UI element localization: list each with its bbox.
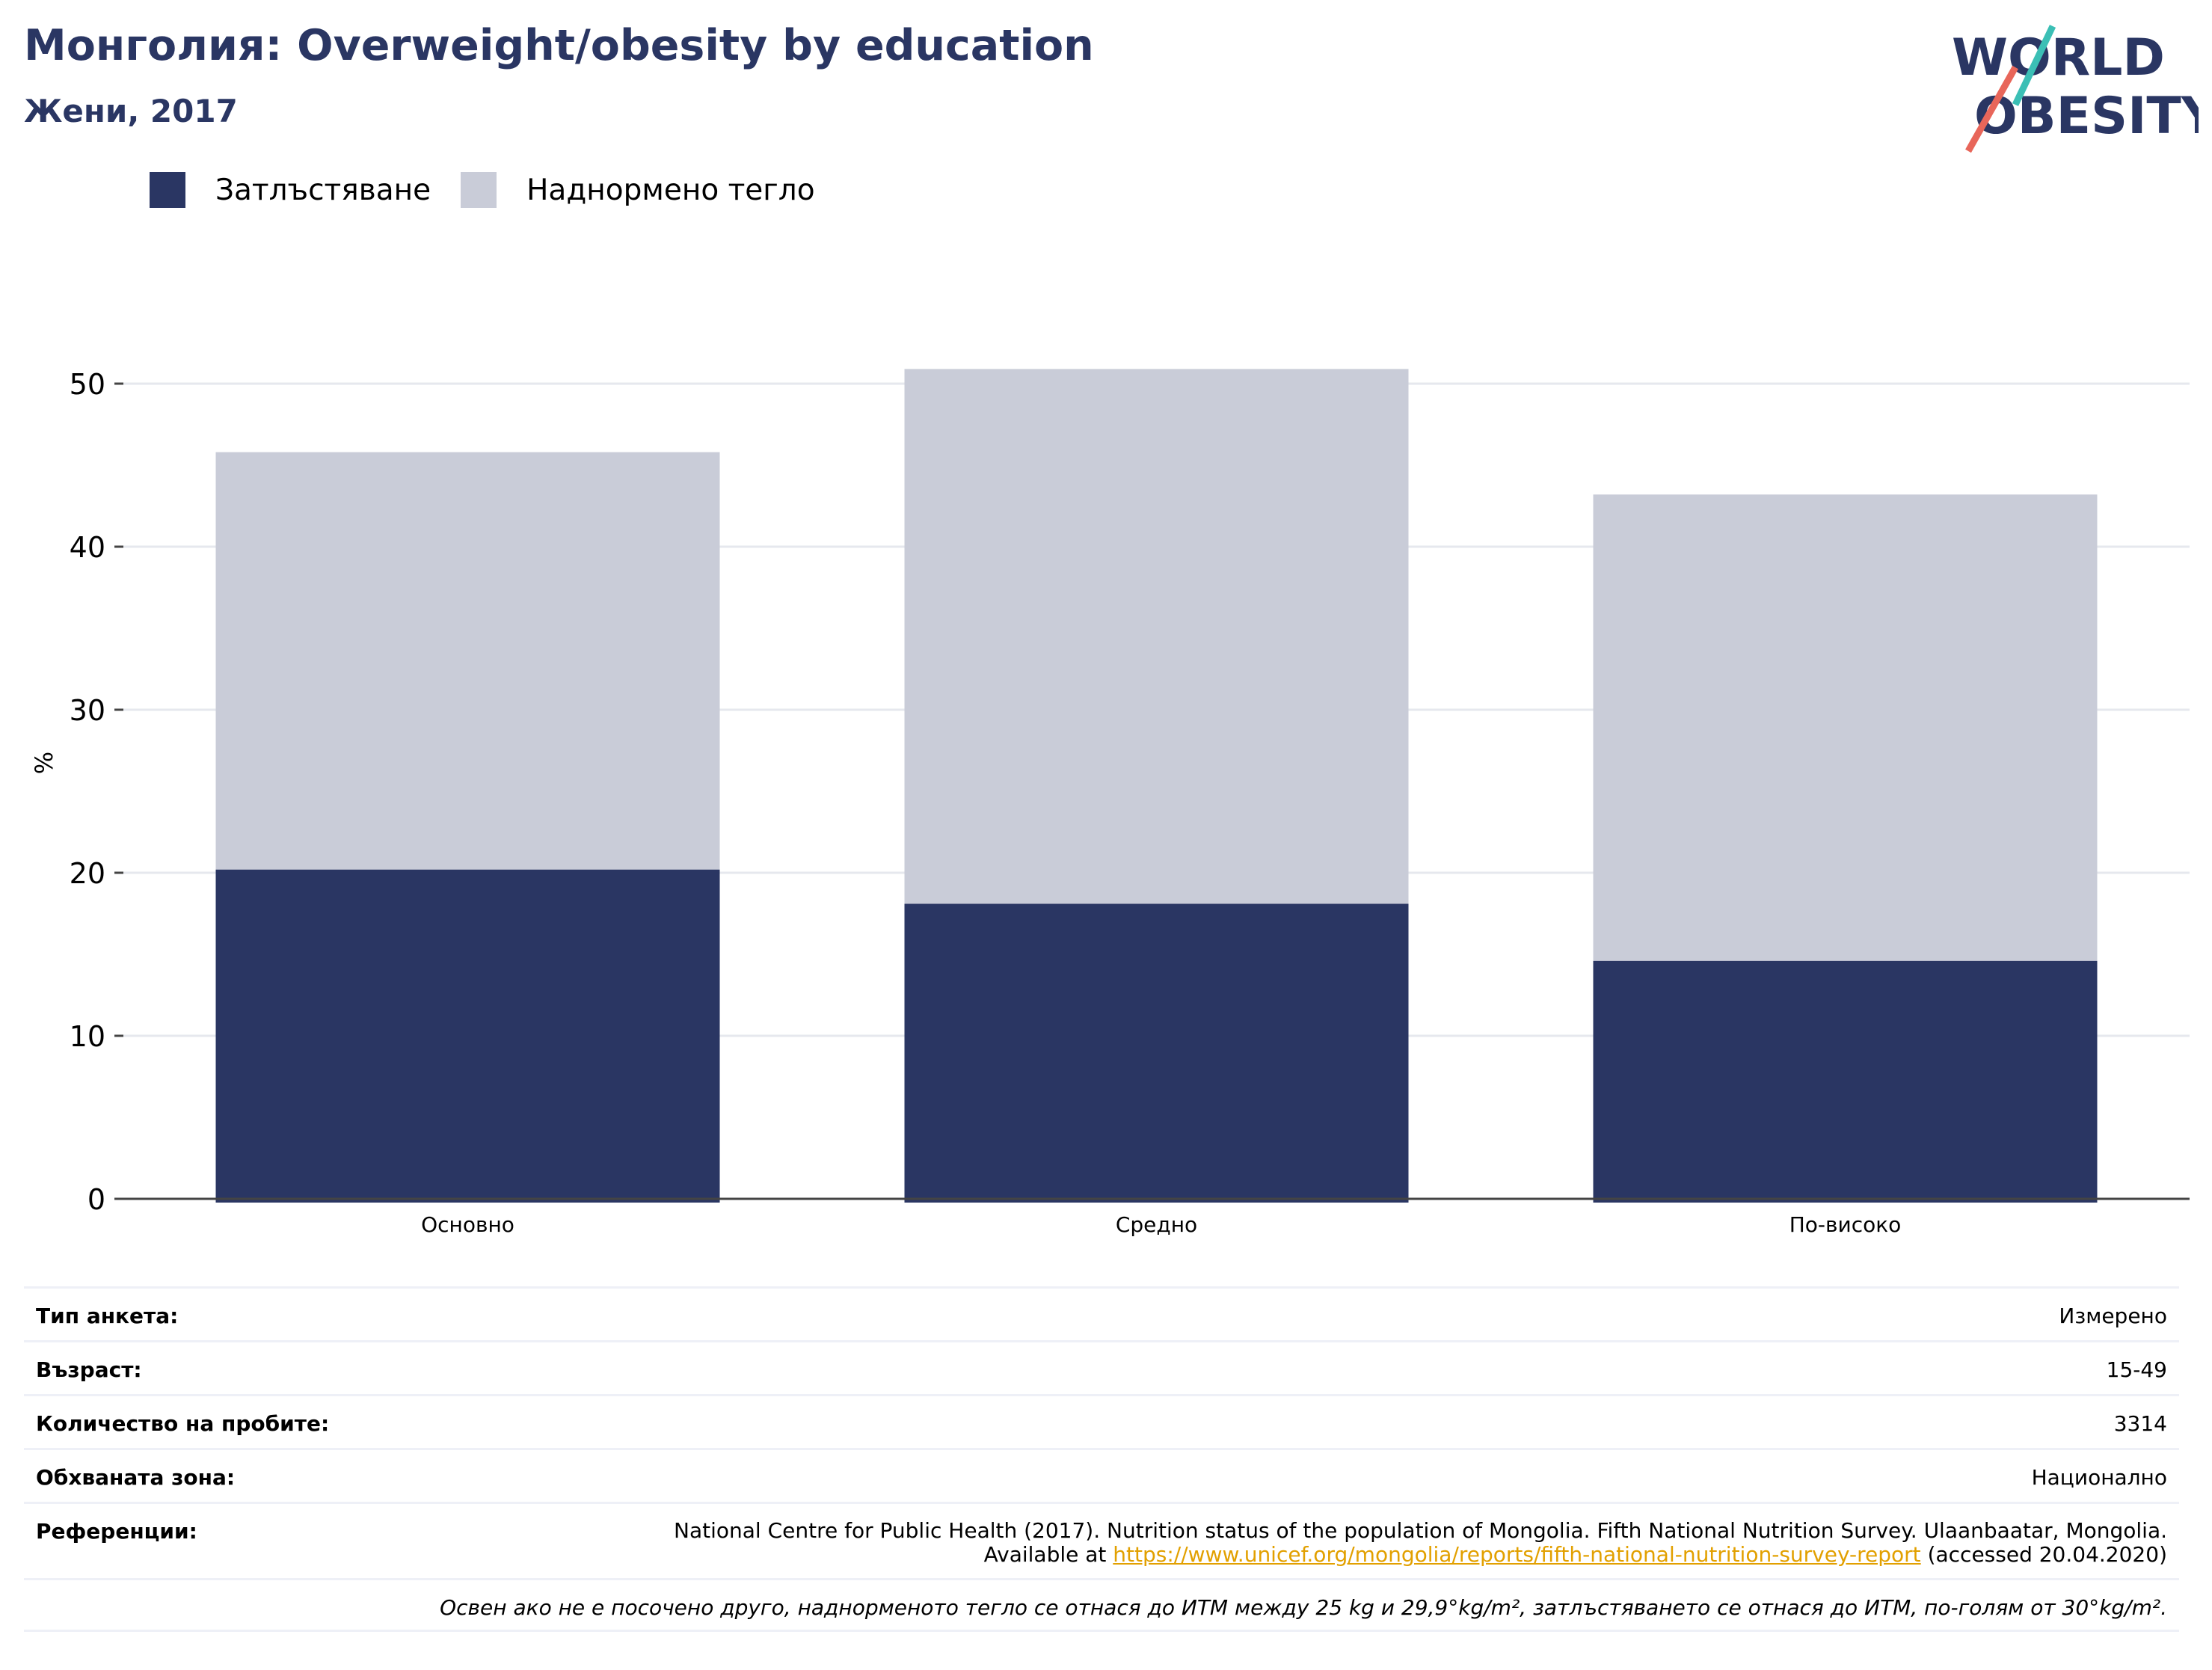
- info-row-coverage: Обхваната зона: Национално: [24, 1448, 2179, 1502]
- info-label: Количество на пробите:: [36, 1411, 330, 1436]
- bars: [215, 369, 2098, 1203]
- info-row-references: Референции: National Centre for Public H…: [24, 1502, 2179, 1578]
- y-tick-label: 10: [70, 1020, 105, 1053]
- info-label: Референции:: [36, 1519, 197, 1544]
- x-category-label: По-високо: [1789, 1212, 1902, 1237]
- legend-label-obesity: Затлъстяване: [215, 173, 431, 207]
- info-value: Измерено: [2059, 1304, 2167, 1328]
- reference-text-after: (accessed 20.04.2020): [1920, 1542, 2167, 1567]
- legend-label-overweight: Наднормено тегло: [526, 173, 815, 207]
- reference-link[interactable]: https://www.unicef.org/mongolia/reports/…: [1113, 1542, 1921, 1567]
- logo-line2: OBESITY: [1974, 87, 2199, 146]
- logo-slash-teal: [2012, 25, 2056, 106]
- chart-subtitle: Жени, 2017: [24, 93, 238, 129]
- bar-overweight: [1593, 494, 2098, 961]
- bar-obesity: [1593, 960, 2098, 1203]
- definition-note: Освен ако не е посочено друго, наднормен…: [24, 1578, 2179, 1632]
- info-value: Национално: [2031, 1465, 2167, 1490]
- info-value: 15-49: [2106, 1357, 2167, 1382]
- info-label: Възраст:: [36, 1357, 142, 1382]
- bar-overweight: [904, 369, 1409, 904]
- legend-item-overweight[interactable]: Наднормено тегло: [461, 172, 815, 208]
- definition-note-text: Освен ако не е посочено друго, наднормен…: [440, 1595, 2167, 1620]
- x-category-label: Средно: [1116, 1212, 1197, 1237]
- info-row-sample-size: Количество на пробите: 3314: [24, 1394, 2179, 1448]
- world-obesity-logo: WORLD OBESITY: [1952, 25, 2199, 153]
- y-tick-label: 40: [70, 531, 105, 564]
- y-tick-label: 50: [70, 368, 105, 401]
- y-tick-label: 0: [87, 1183, 105, 1216]
- info-row-survey-type: Тип анкета: Измерено: [24, 1286, 2179, 1340]
- legend-item-obesity[interactable]: Затлъстяване: [150, 172, 431, 208]
- info-label: Обхваната зона:: [36, 1465, 236, 1490]
- bar-obesity: [904, 903, 1409, 1203]
- x-category-label: Основно: [421, 1212, 514, 1237]
- info-label: Тип анкета:: [36, 1304, 179, 1328]
- info-value: 3314: [2113, 1411, 2167, 1436]
- reference-text: National Centre for Public Health (2017)…: [672, 1519, 2167, 1567]
- axes: 0 10 20 30 40 50% Основно Средно По-високо: [30, 368, 2190, 1237]
- bar-chart: 0 10 20 30 40 50% Основно Средно По-високо: [30, 368, 2190, 1237]
- y-tick-label: 20: [70, 857, 105, 890]
- logo-line1: WORLD: [1952, 28, 2165, 88]
- reference-text-before: National Centre for Public Health (2017)…: [674, 1518, 2167, 1567]
- survey-info-table: Тип анкета: Измерено Възраст: 15-49 Коли…: [24, 1286, 2179, 1632]
- chart-title: Монголия: Overweight/obesity by educatio…: [24, 21, 1094, 70]
- logo-slash-red: [1965, 65, 2018, 153]
- legend-swatch-obesity: [150, 172, 185, 208]
- chart-legend: Затлъстяване Наднормено тегло: [150, 172, 845, 208]
- legend-swatch-overweight: [461, 172, 497, 208]
- bar-overweight: [215, 452, 720, 870]
- y-axis-title: %: [30, 752, 58, 774]
- bar-obesity: [215, 869, 720, 1203]
- info-row-age: Възраст: 15-49: [24, 1340, 2179, 1394]
- y-tick-label: 30: [70, 694, 105, 727]
